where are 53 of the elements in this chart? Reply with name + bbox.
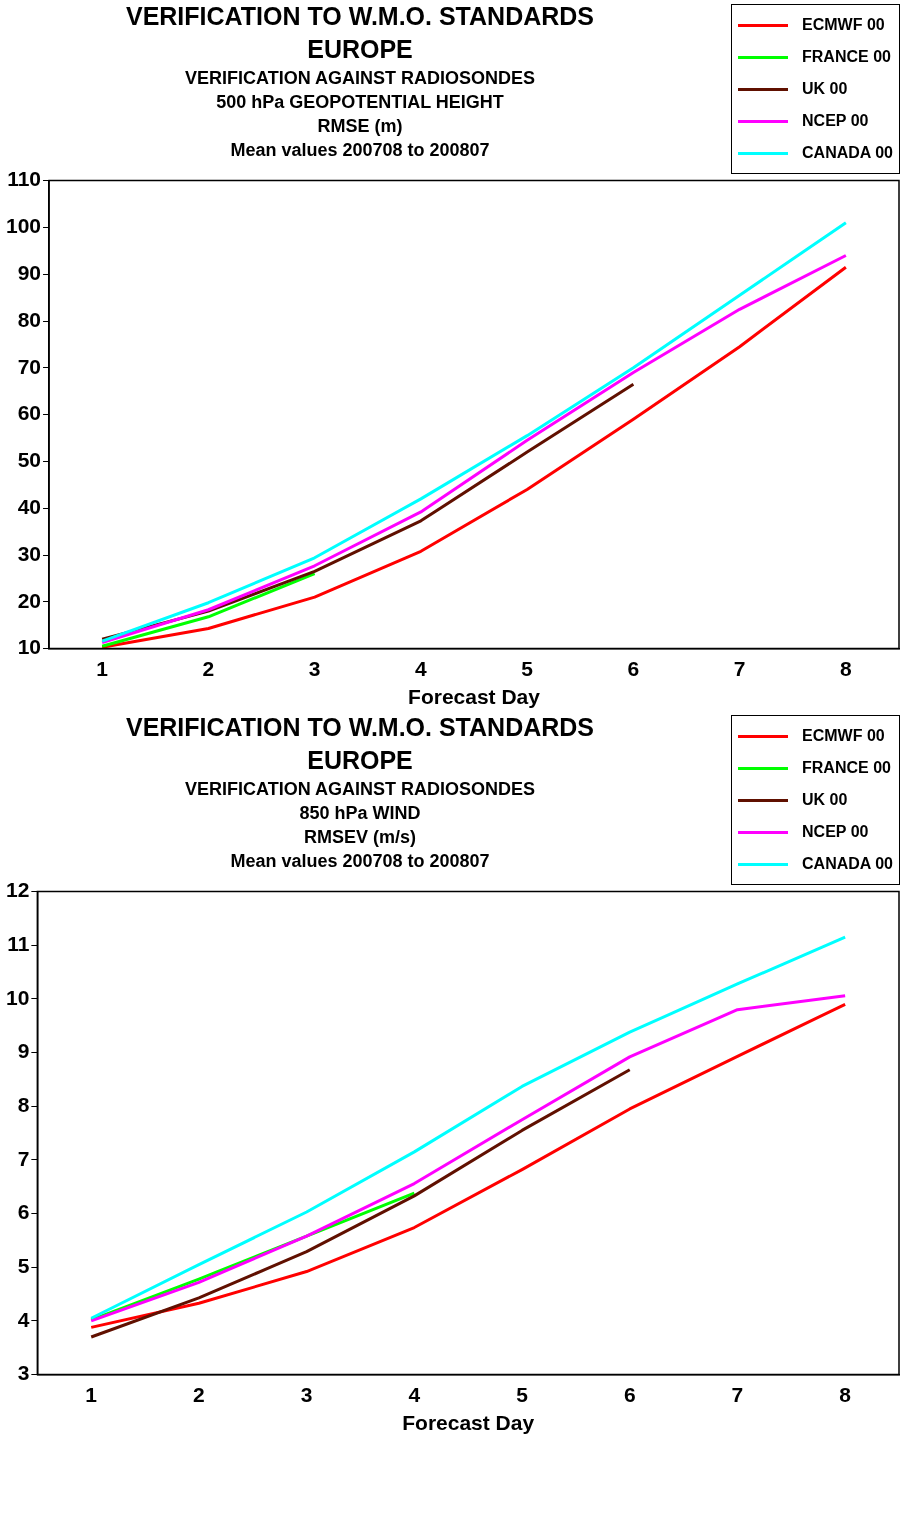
y-tick-label: 20 — [17, 588, 42, 612]
y-tick-label: 8 — [17, 1093, 30, 1117]
x-tick-label: 2 — [202, 657, 215, 680]
x-tick-label: 6 — [623, 1383, 636, 1406]
y-tick-label: 110 — [7, 167, 42, 191]
y-tick-label: 10 — [6, 985, 30, 1009]
legend-label: FRANCE 00 — [802, 759, 891, 777]
x-tick-label: 7 — [731, 1383, 744, 1406]
y-tick-label: 11 — [7, 932, 30, 956]
y-tick-label: 70 — [17, 354, 42, 378]
x-tick-label: 5 — [516, 1383, 529, 1406]
x-axis-title: Forecast Day — [408, 685, 541, 709]
x-tick-label: 4 — [408, 1383, 421, 1406]
x-tick-label: 6 — [627, 657, 640, 680]
legend-label: NCEP 00 — [802, 823, 869, 841]
legend-label: FRANCE 00 — [802, 48, 891, 66]
y-tick-label: 5 — [17, 1254, 30, 1278]
x-tick-label: 2 — [193, 1383, 205, 1406]
y-tick-label: 3 — [17, 1361, 30, 1385]
legend-label: UK 00 — [802, 791, 848, 809]
y-tick-label: 4 — [17, 1307, 30, 1331]
legend-label: NCEP 00 — [802, 112, 869, 130]
y-tick-label: 7 — [17, 1146, 30, 1170]
x-tick-label: 3 — [308, 657, 321, 680]
y-tick-label: 12 — [6, 878, 30, 902]
chart-title: VERIFICATION TO W.M.O. STANDARDS EUROPE — [124, 712, 596, 776]
y-tick-label: 50 — [17, 448, 42, 472]
legend-label: ECMWF 00 — [802, 727, 885, 745]
x-tick-label: 5 — [521, 657, 534, 680]
y-tick-label: 9 — [17, 1039, 30, 1063]
x-tick-label: 1 — [96, 657, 109, 680]
chart-subtitle: VERIFICATION AGAINST RADIOSONDES 850 hPa WIND RMSEV (m/s) Mean values 200708 to 200807 — [184, 778, 536, 873]
chart-title: VERIFICATION TO W.M.O. STANDARDS EUROPE — [124, 1, 596, 65]
x-tick-label: 8 — [839, 1383, 852, 1406]
y-tick-label: 6 — [17, 1200, 30, 1224]
y-tick-label: 10 — [17, 635, 42, 659]
chart-subtitle: VERIFICATION AGAINST RADIOSONDES 500 hPa GEOPOTENTIAL HEIGHT RMSE (m) Mean values 200708 to 200807 — [184, 67, 536, 162]
x-axis-title: Forecast Day — [402, 1411, 535, 1435]
legend-label: CANADA 00 — [802, 144, 893, 162]
y-tick-label: 80 — [17, 307, 42, 331]
y-tick-label: 90 — [17, 261, 42, 284]
x-tick-label: 3 — [300, 1383, 313, 1406]
legend-label: UK 00 — [802, 80, 848, 98]
legend-label: ECMWF 00 — [802, 16, 885, 34]
x-tick-label: 1 — [85, 1383, 98, 1406]
legend-label: CANADA 00 — [802, 855, 893, 873]
x-tick-label: 4 — [415, 657, 428, 680]
y-tick-label: 60 — [17, 401, 42, 425]
x-tick-label: 8 — [840, 657, 853, 680]
y-tick-label: 30 — [17, 541, 42, 565]
y-tick-label: 100 — [5, 214, 42, 238]
y-tick-label: 40 — [17, 495, 42, 518]
x-tick-label: 7 — [733, 657, 746, 680]
